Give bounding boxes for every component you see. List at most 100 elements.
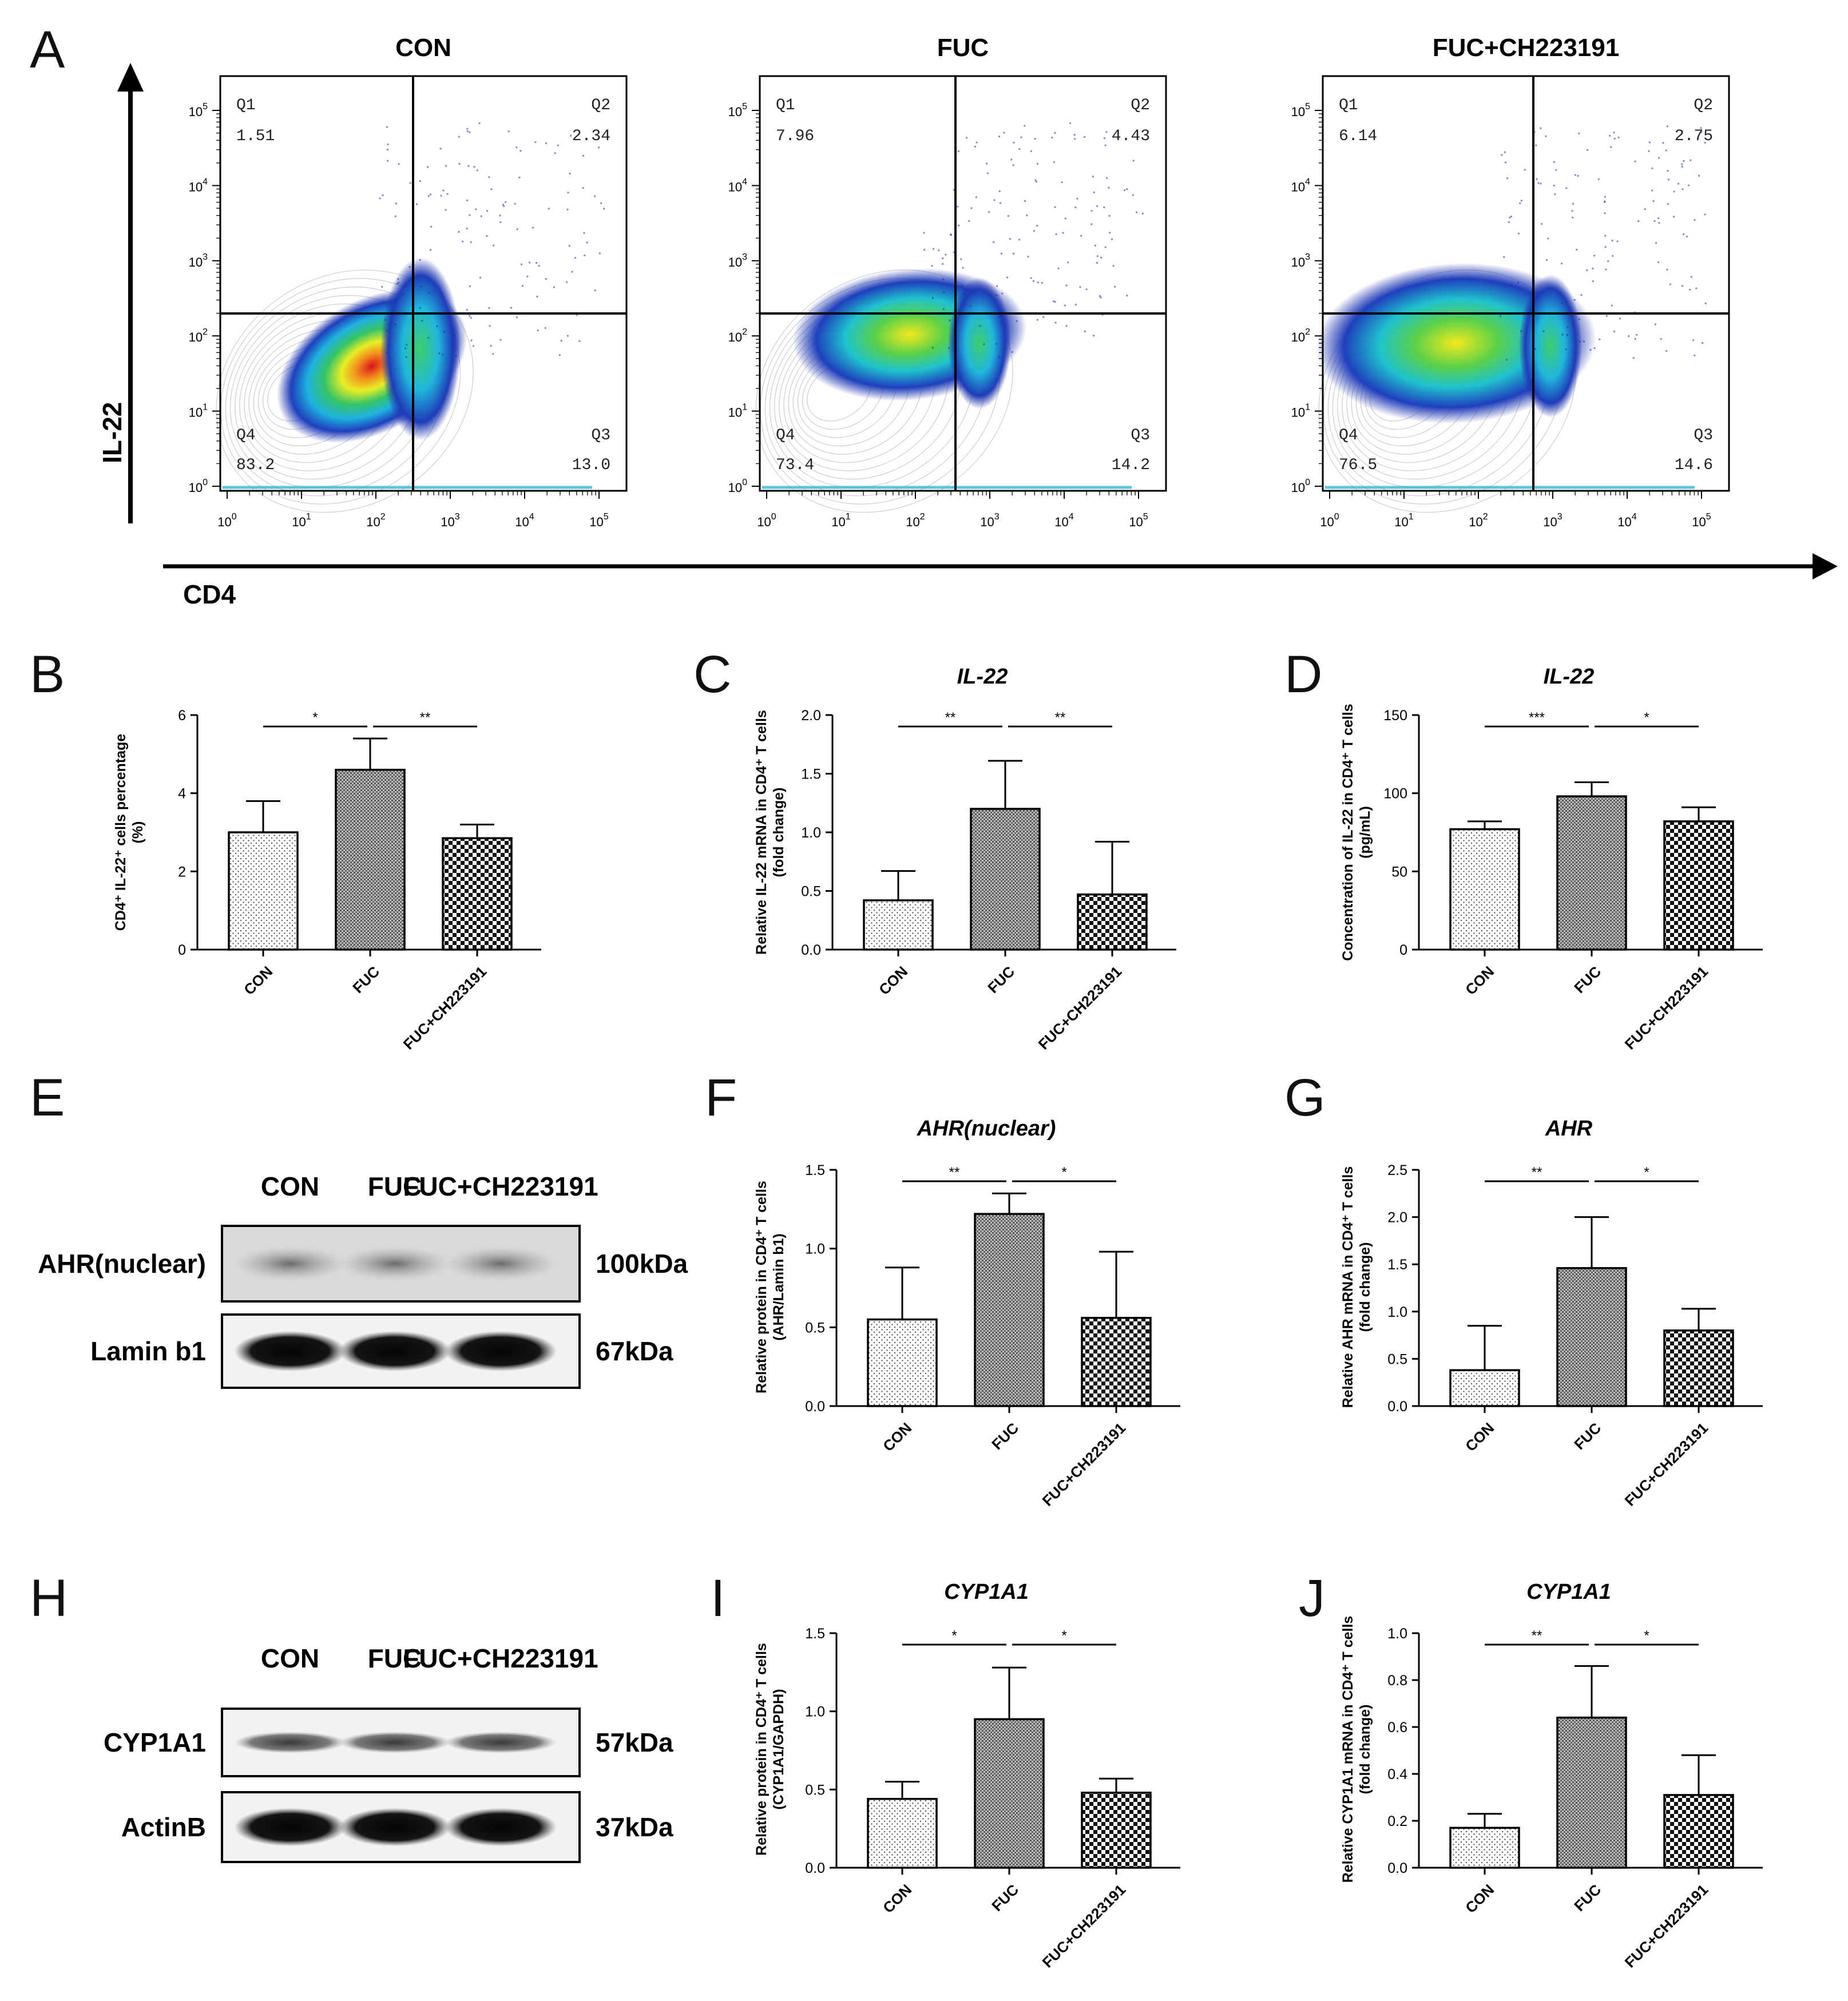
tick-base: 10 bbox=[217, 515, 231, 529]
flow-y-axis-label: IL-22 bbox=[97, 402, 127, 463]
flow-event-dot bbox=[486, 210, 488, 212]
flow-event-dot bbox=[493, 244, 495, 247]
lane-label: FUC+CH223191 bbox=[403, 1643, 598, 1673]
flow-event-dot bbox=[1054, 321, 1057, 324]
flow-event-dot bbox=[490, 345, 492, 347]
tick-exponent: 0 bbox=[203, 478, 208, 487]
flow-event-dot bbox=[1613, 137, 1616, 140]
flow-event-dot bbox=[505, 201, 507, 203]
flow-event-dot bbox=[469, 285, 471, 287]
category-label: FUC bbox=[988, 1419, 1022, 1453]
category-label: FUC+CH223191 bbox=[1621, 1881, 1712, 1971]
flow-event-dot bbox=[1054, 132, 1056, 134]
tick-base: 10 bbox=[906, 515, 919, 529]
flow-event-dot bbox=[996, 285, 998, 287]
flow-event-dot bbox=[1096, 205, 1099, 207]
flow-event-dot bbox=[1104, 144, 1107, 146]
flow-event-dot bbox=[953, 251, 955, 253]
flow-event-dot bbox=[1545, 259, 1548, 261]
flow-event-dot bbox=[1617, 136, 1620, 138]
flow-event-dot bbox=[566, 208, 569, 211]
flow-event-dot bbox=[1593, 347, 1596, 350]
category-label: FUC bbox=[1571, 1881, 1604, 1915]
flow-event-dot bbox=[1561, 263, 1563, 265]
quadrant-name: Q1 bbox=[236, 97, 256, 114]
flow-event-dot bbox=[1537, 182, 1540, 184]
tick-base: 10 bbox=[1692, 515, 1706, 529]
flow-event-dot bbox=[442, 189, 445, 192]
flow-event-dot bbox=[385, 329, 387, 332]
y-tick-label: 0.0 bbox=[1387, 1399, 1407, 1415]
tick-base: 10 bbox=[441, 515, 454, 529]
bar bbox=[1663, 1329, 1734, 1407]
flow-event-dot bbox=[1064, 304, 1066, 307]
quadrant-value: 7.96 bbox=[776, 128, 814, 145]
flow-event-dot bbox=[398, 163, 400, 165]
blot-row: AHR(nuclear) 100kDa bbox=[38, 1225, 688, 1303]
flow-event-dot bbox=[1616, 240, 1619, 243]
flow-event-dot bbox=[1657, 261, 1659, 264]
flow-event-dot bbox=[387, 143, 389, 145]
tick-exponent: 3 bbox=[455, 512, 460, 522]
flow-event-dot bbox=[1535, 144, 1537, 146]
quadrant-name: Q3 bbox=[1694, 427, 1713, 444]
flow-event-dot bbox=[1655, 242, 1657, 244]
flow-event-dot bbox=[1636, 334, 1638, 336]
blot-band bbox=[234, 1331, 346, 1372]
flow-event-dot bbox=[1576, 248, 1578, 251]
flow-event-dot bbox=[515, 316, 518, 319]
panel-letter-b: B bbox=[30, 645, 65, 704]
flow-event-dot bbox=[931, 347, 934, 349]
flow-event-dot bbox=[1506, 177, 1509, 180]
tick-base: 10 bbox=[1394, 515, 1408, 529]
tick-exponent: 2 bbox=[1483, 512, 1488, 522]
tick-base: 10 bbox=[728, 255, 742, 269]
bar-chart-c: IL-22 0.0 0.5 1.0 1.5 2.0 Relative IL-22 mRNA … bbox=[754, 665, 1176, 1053]
flow-event-dot bbox=[472, 345, 474, 347]
flow-event-dot bbox=[594, 289, 596, 292]
flow-event-dot bbox=[452, 329, 454, 331]
flow-event-dot bbox=[1604, 235, 1607, 237]
tick-base: 10 bbox=[1054, 515, 1068, 529]
flow-event-dot bbox=[1586, 269, 1588, 271]
flow-event-dot bbox=[1536, 178, 1538, 180]
x-tick-label: 101 bbox=[292, 512, 311, 529]
tick-base: 10 bbox=[189, 330, 203, 344]
flow-event-dot bbox=[1681, 285, 1683, 287]
tick-exponent: 4 bbox=[1632, 512, 1637, 522]
flow-event-dot bbox=[582, 154, 584, 157]
quadrant-value: 14.2 bbox=[1112, 456, 1150, 474]
y-tick-label: 1.0 bbox=[801, 825, 821, 841]
flow-event-dot bbox=[1090, 223, 1093, 225]
flow-event-dot bbox=[942, 308, 945, 310]
flow-event-dot bbox=[598, 252, 601, 255]
flow-event-dot bbox=[962, 267, 964, 269]
flow-event-dot bbox=[1079, 286, 1081, 288]
flow-event-dot bbox=[1541, 223, 1543, 225]
quadrant-value: 83.2 bbox=[236, 456, 275, 474]
flow-event-dot bbox=[1604, 200, 1606, 203]
category-label: CON bbox=[240, 963, 276, 998]
flow-event-dot bbox=[1024, 200, 1026, 202]
flow-event-dot bbox=[1062, 232, 1064, 234]
y-tick-label: 0.5 bbox=[805, 1782, 825, 1798]
flow-event-dot bbox=[545, 142, 548, 144]
y-axis-label-line: (%) bbox=[130, 821, 146, 844]
tick-exponent: 5 bbox=[1305, 102, 1310, 112]
flow-event-dot bbox=[1099, 295, 1101, 297]
flow-event-dot bbox=[520, 263, 522, 265]
flow-event-dot bbox=[1665, 149, 1667, 152]
tick-base: 10 bbox=[728, 481, 742, 495]
flow-event-dot bbox=[1073, 134, 1076, 136]
tick-exponent: 1 bbox=[1305, 403, 1310, 412]
flow-event-dot bbox=[941, 257, 943, 260]
flow-event-dot bbox=[1124, 189, 1126, 192]
blot-row: Lamin b1 67kDa bbox=[90, 1313, 673, 1389]
y-tick-label: 104 bbox=[189, 177, 208, 194]
y-tick-label: 104 bbox=[728, 177, 747, 194]
flow-event-dot bbox=[1105, 177, 1108, 179]
flow-event-dot bbox=[970, 207, 973, 209]
quadrant-name: Q1 bbox=[1339, 97, 1358, 114]
protein-label: AHR(nuclear) bbox=[38, 1249, 206, 1279]
